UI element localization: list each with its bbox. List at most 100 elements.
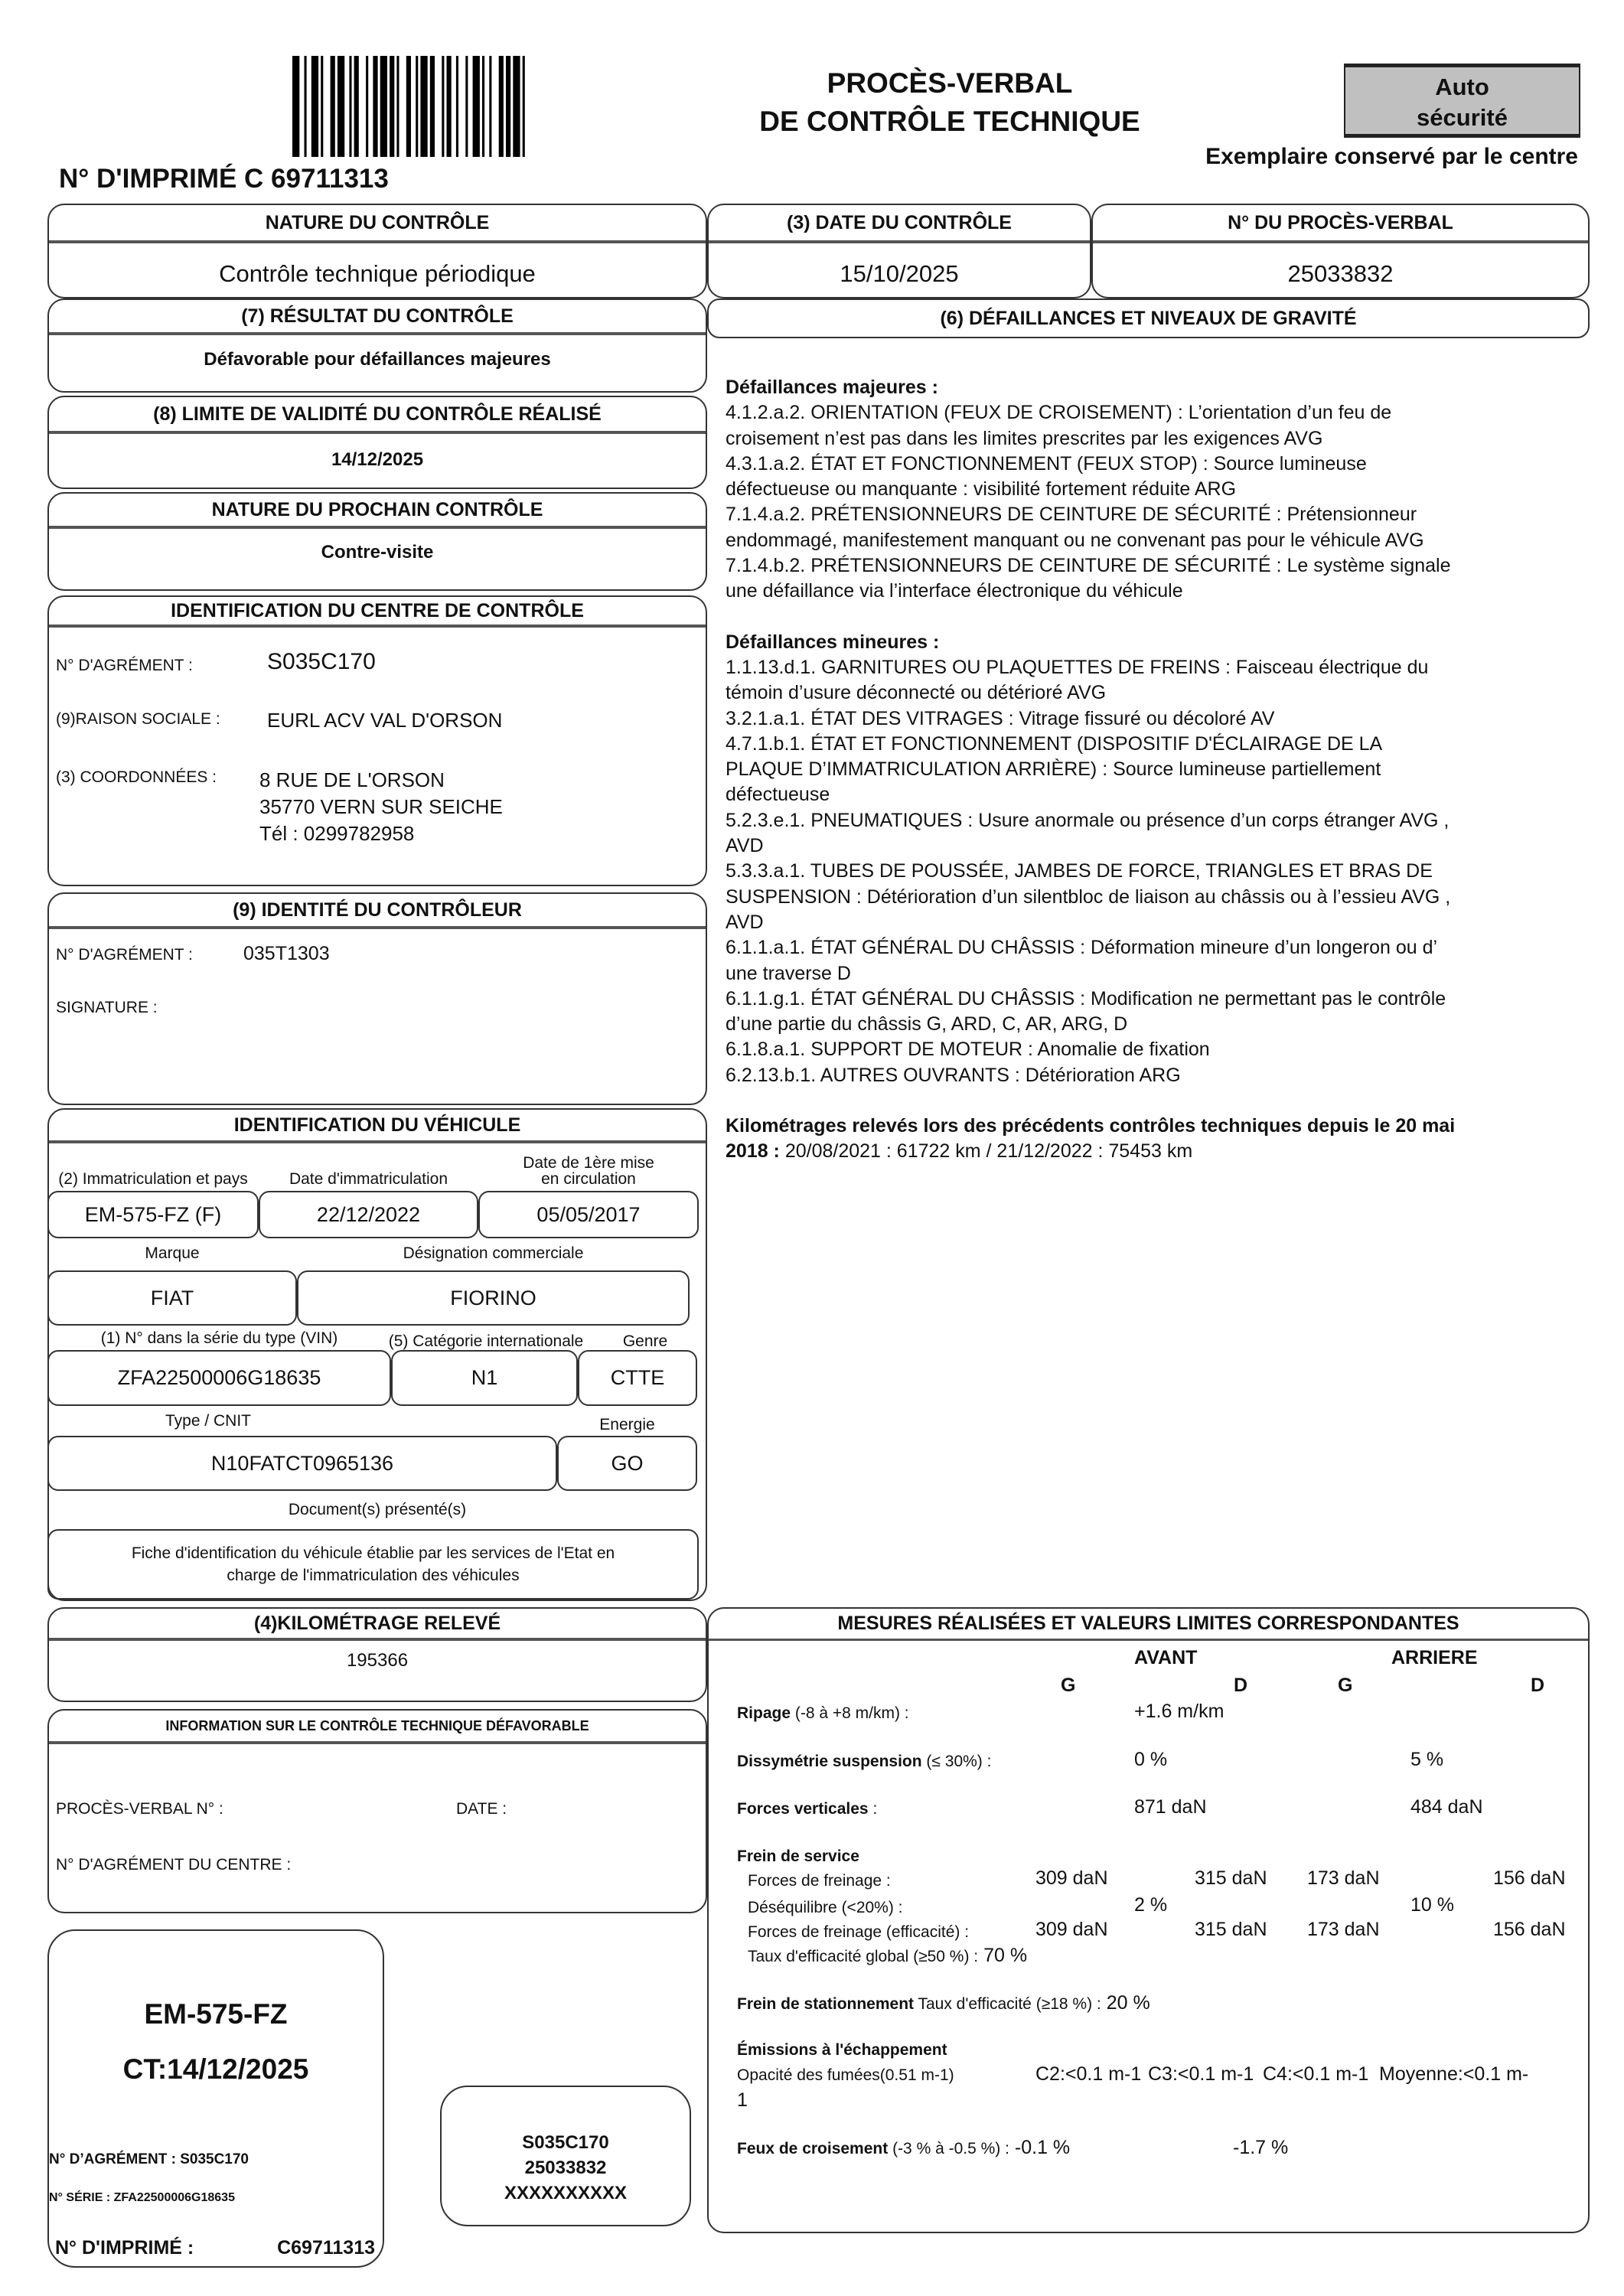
document-title: PROCÈS-VERBAL DE CONTRÔLE TECHNIQUE bbox=[720, 64, 1179, 141]
major-title: Défaillances majeures : bbox=[726, 377, 938, 398]
opacity-c2: C2:<0.1 m-1 bbox=[1035, 2063, 1142, 2085]
major-defect-line: défectueuse ou manquante : visibilité fo… bbox=[726, 478, 1237, 501]
title-line-1: PROCÈS-VERBAL bbox=[827, 67, 1073, 99]
measures-box: MESURES RÉALISÉES ET VALEURS LIMITES COR… bbox=[707, 1607, 1590, 2233]
opacity-c3: C3:<0.1 m-1 bbox=[1148, 2063, 1254, 2085]
barcode-bar bbox=[442, 56, 445, 157]
minor-title: Défaillances mineures : bbox=[726, 631, 940, 653]
marque-label: Marque bbox=[145, 1244, 200, 1262]
ff-av-d: 315 daN bbox=[1195, 1867, 1267, 1889]
marque-value: FIAT bbox=[47, 1270, 297, 1326]
minor-defects: 1.1.13.d.1. GARNITURES OU PLAQUETTES DE … bbox=[726, 655, 1455, 1088]
categorie-value: N1 bbox=[391, 1350, 578, 1406]
arriere-g: G bbox=[1338, 1675, 1353, 1696]
dissym-arriere: 5 % bbox=[1410, 1749, 1444, 1770]
km-history-values: 20/08/2021 : 61722 km / 21/12/2022 : 754… bbox=[779, 1140, 1193, 1163]
pv-value: 25033832 bbox=[1287, 260, 1394, 287]
copy-note: Exemplaire conservé par le centre bbox=[1205, 144, 1578, 169]
brand-line-1: Auto bbox=[1435, 73, 1489, 100]
title-line-2: DE CONTRÔLE TECHNIQUE bbox=[759, 106, 1140, 137]
avant-d: D bbox=[1234, 1675, 1248, 1696]
sticker-agrement: N° D’AGRÉMENT : S035C170 bbox=[49, 2151, 249, 2167]
signature-label: SIGNATURE : bbox=[56, 999, 158, 1016]
next-control-box: NATURE DU PROCHAIN CONTRÔLE Contre-visit… bbox=[47, 492, 707, 591]
low-beam-row: Feux de croisement (-3 % à -0.5 %) : -0.… bbox=[737, 2137, 1071, 2158]
deseq-avant: 2 % bbox=[1134, 1894, 1168, 1916]
minor-defect-line: 6.1.1.a.1. ÉTAT GÉNÉRAL DU CHÂSSIS : Déf… bbox=[726, 937, 1438, 959]
result-box: (7) RÉSULTAT DU CONTRÔLE Défavorable pou… bbox=[47, 298, 707, 393]
barcode-bar bbox=[498, 56, 504, 157]
minor-defect-line: 6.1.8.a.1. SUPPORT DE MOTEUR : Anomalie … bbox=[726, 1039, 1210, 1061]
unfav-date-label: DATE : bbox=[456, 1800, 507, 1818]
barcode-bar bbox=[304, 56, 307, 157]
opacity-average: Moyenne:<0.1 m- bbox=[1379, 2063, 1529, 2085]
minor-defect-line: SUSPENSION : Détérioration d’un silentbl… bbox=[726, 885, 1451, 908]
deseq-arriere: 10 % bbox=[1410, 1894, 1454, 1916]
date-value: 15/10/2025 bbox=[840, 260, 959, 287]
vehicle-box: IDENTIFICATION DU VÉHICULE bbox=[47, 1108, 707, 1601]
date-header: (3) DATE DU CONTRÔLE bbox=[709, 205, 1090, 243]
minor-defect-line: défectueuse bbox=[726, 784, 830, 806]
address-line-2: 35770 VERN SUR SEICHE bbox=[259, 795, 503, 818]
immat-label: (2) Immatriculation et pays bbox=[58, 1170, 248, 1188]
energie-label: Energie bbox=[599, 1416, 655, 1433]
date-immat-value: 22/12/2022 bbox=[259, 1191, 478, 1238]
windshield-sticker: EM-575-FZ CT:14/12/2025 N° D’AGRÉMENT : … bbox=[47, 1929, 384, 2268]
stamp-line-3: XXXXXXXXXX bbox=[504, 2183, 628, 2203]
coord-label: (3) COORDONNÉES : bbox=[56, 768, 217, 786]
first-date-label-2: en circulation bbox=[541, 1170, 636, 1188]
minor-defect-line: 6.2.13.b.1. AUTRES OUVRANTS : Détériorat… bbox=[726, 1064, 1181, 1086]
arriere-header: ARRIERE bbox=[1391, 1647, 1478, 1668]
barcode-bar bbox=[406, 56, 411, 157]
pv-header: N° DU PROCÈS-VERBAL bbox=[1093, 205, 1588, 243]
minor-defect-line: 6.1.1.g.1. ÉTAT GÉNÉRAL DU CHÂSSIS : Mod… bbox=[726, 987, 1446, 1009]
address-line-1: 8 RUE DE L'ORSON bbox=[259, 768, 445, 791]
first-date-value: 05/05/2017 bbox=[478, 1191, 699, 1238]
designation-label: Désignation commerciale bbox=[403, 1244, 584, 1262]
docs-line-2: charge de l'immatriculation des véhicule… bbox=[227, 1567, 520, 1584]
first-date-label: Date de 1ère mise en circulation bbox=[478, 1155, 699, 1187]
minor-defect-line: PLAQUE D’IMMATRICULATION ARRIÈRE) : Sour… bbox=[726, 758, 1381, 781]
sticker-imprime-label: N° D'IMPRIMÉ : bbox=[55, 2237, 194, 2258]
service-brake-label: Frein de service bbox=[737, 1848, 859, 1865]
minor-defect-line: AVD bbox=[726, 835, 764, 857]
ff-ar-g: 173 daN bbox=[1307, 1867, 1380, 1889]
barcode-bar bbox=[292, 56, 300, 157]
barcode-bar bbox=[337, 56, 345, 157]
docs-label: Document(s) présenté(s) bbox=[288, 1501, 467, 1518]
next-control-value: Contre-visite bbox=[321, 542, 434, 563]
ripage-value: +1.6 m/km bbox=[1134, 1701, 1225, 1722]
ripage-label: Ripage (-8 à +8 m/km) : bbox=[737, 1704, 909, 1722]
low-beam-right: -1.7 % bbox=[1233, 2137, 1289, 2158]
minor-defect-line: témoin d’usure déconnecté ou détérioré A… bbox=[726, 682, 1107, 704]
coord-value: 8 RUE DE L'ORSON 35770 VERN SUR SEICHE Tél… bbox=[259, 767, 503, 847]
phone: Tél : 0299782958 bbox=[259, 822, 415, 845]
dissym-label: Dissymétrie suspension (≤ 30%) : bbox=[737, 1753, 992, 1770]
measures-header: MESURES RÉALISÉES ET VALEURS LIMITES COR… bbox=[709, 1609, 1588, 1641]
sticker-serie: N° SÉRIE : ZFA22500006G18635 bbox=[49, 2191, 235, 2204]
dissym-avant: 0 % bbox=[1134, 1749, 1168, 1770]
major-defect-line: 7.1.4.a.2. PRÉTENSIONNEURS DE CEINTURE D… bbox=[726, 504, 1417, 526]
barcode-bar bbox=[506, 56, 511, 157]
vehicle-header: IDENTIFICATION DU VÉHICULE bbox=[49, 1110, 706, 1143]
barcode-bar bbox=[354, 56, 359, 157]
ffe-ar-d: 156 daN bbox=[1493, 1919, 1566, 1940]
barcode-bar bbox=[522, 56, 525, 157]
genre-label: Genre bbox=[622, 1332, 668, 1350]
barcode-bar bbox=[373, 56, 378, 157]
avant-header: AVANT bbox=[1134, 1647, 1198, 1668]
next-control-header: NATURE DU PROCHAIN CONTRÔLE bbox=[49, 494, 706, 529]
km-value: 195366 bbox=[346, 1650, 409, 1671]
validity-box: (8) LIMITE DE VALIDITÉ DU CONTRÔLE RÉALI… bbox=[47, 396, 707, 489]
defects-header-box: (6) DÉFAILLANCES ET NIVEAUX DE GRAVITÉ bbox=[707, 298, 1590, 338]
barcode-bar bbox=[489, 56, 492, 157]
fv-arriere: 484 daN bbox=[1410, 1796, 1483, 1818]
stamp-line-2: 25033832 bbox=[524, 2157, 607, 2178]
barcode-bar bbox=[311, 56, 319, 157]
controller-agrement-label: N° D'AGRÉMENT : bbox=[56, 946, 193, 964]
minor-defect-line: 4.7.1.b.1. ÉTAT ET FONCTIONNEMENT (DISPO… bbox=[726, 732, 1383, 755]
barcode-bar bbox=[446, 56, 452, 157]
barcode-bar bbox=[321, 56, 324, 157]
vin-label: (1) N° dans la série du type (VIN) bbox=[100, 1329, 338, 1347]
categorie-label: (5) Catégorie internationale bbox=[388, 1332, 584, 1350]
